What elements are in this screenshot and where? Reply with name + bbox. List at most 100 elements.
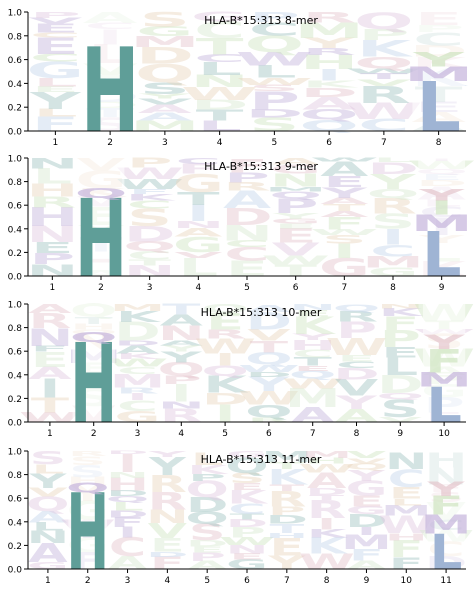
panel-title: HLA-B*15:313 8-mer	[204, 14, 318, 27]
background-residue-glyph: N	[221, 221, 273, 246]
background-residue-glyph: M	[381, 502, 432, 519]
background-residue-glyph: T	[230, 512, 265, 521]
background-residue-glyph: D	[106, 489, 148, 498]
background-residue-glyph: I	[333, 239, 356, 262]
background-residue-glyph: W	[107, 357, 169, 369]
y-tick-label: 0.8	[8, 471, 23, 481]
background-residue-glyph: G	[346, 477, 388, 500]
panel-title: HLA-B*15:313 11-mer	[201, 453, 322, 466]
background-residue-glyph: P	[268, 504, 305, 518]
background-residue-glyph: E	[190, 545, 225, 554]
background-residue-glyph: K	[116, 352, 162, 361]
background-residue-glyph: W	[299, 461, 355, 475]
y-tick-label: 0.6	[8, 348, 23, 358]
background-residue-glyph: W	[310, 228, 379, 237]
background-residue-glyph: E	[150, 534, 185, 556]
x-tick-label: 3	[162, 138, 168, 148]
background-residue-glyph: F	[389, 536, 424, 563]
anchor-residue-Y-pos-10: Y	[423, 331, 466, 354]
y-tick-label: 1.0	[8, 9, 23, 19]
background-residue-glyph: A	[223, 186, 272, 214]
x-tick-label: 4	[217, 138, 223, 148]
background-residue-glyph: H	[305, 456, 348, 465]
background-residue-glyph: E	[274, 223, 316, 231]
background-residue-glyph: E	[294, 308, 332, 318]
background-residue-glyph: L	[32, 520, 64, 533]
background-residue-glyph: G	[191, 9, 248, 25]
y-tick-label: 0.4	[8, 80, 23, 90]
background-residue-glyph: R	[302, 9, 356, 26]
background-residue-glyph: D	[246, 371, 292, 379]
background-residue-glyph: C	[249, 19, 300, 40]
background-residue-glyph: H	[266, 532, 309, 540]
y-tick-label: 0.2	[8, 104, 22, 114]
background-residue-glyph: A	[347, 558, 387, 571]
anchor-backdrop	[77, 158, 125, 276]
background-residue-glyph: W	[378, 512, 434, 539]
background-residue-glyph: I	[118, 524, 137, 541]
background-residue-glyph: E	[31, 239, 73, 256]
background-residue-glyph: G	[136, 24, 193, 39]
background-residue-glyph: T	[128, 258, 171, 267]
background-residue-glyph: Y	[29, 88, 83, 115]
x-tick-label: 9	[364, 576, 370, 586]
background-residue-glyph: Y	[148, 453, 187, 482]
anchor-residue-M-pos-10: M	[416, 369, 472, 392]
background-residue-glyph: D	[114, 339, 160, 347]
background-residue-glyph: N	[158, 322, 205, 345]
background-residue-glyph: Q	[333, 302, 381, 313]
background-residue-glyph: W	[219, 535, 275, 547]
x-tick-label: 3	[147, 283, 153, 293]
background-residue-glyph: P	[273, 194, 319, 217]
x-tick-label: 4	[195, 283, 201, 293]
background-residue-glyph: N	[26, 261, 78, 280]
background-residue-glyph: L	[252, 62, 297, 82]
background-residue-glyph: P	[336, 317, 377, 343]
background-residue-glyph: E	[323, 173, 365, 191]
background-residue-glyph: A	[320, 158, 369, 181]
anchor-residue-M-pos-8: M	[404, 63, 474, 86]
background-residue-glyph: K	[379, 307, 425, 319]
background-residue-glyph: F	[31, 113, 79, 136]
y-tick-label: 0.8	[8, 324, 23, 334]
background-residue-glyph: W	[310, 157, 379, 163]
background-residue-glyph: D	[202, 389, 248, 408]
background-residue-glyph: V	[357, 77, 412, 88]
background-residue-glyph: L	[197, 59, 242, 80]
background-residue-glyph: W	[238, 363, 300, 375]
background-residue-glyph: L	[191, 449, 223, 469]
x-tick-label: 6	[266, 429, 272, 439]
background-residue-glyph: P	[358, 26, 409, 44]
background-residue-glyph: N	[226, 543, 269, 556]
background-residue-glyph: F	[381, 312, 419, 334]
background-residue-glyph: E	[349, 493, 384, 510]
x-tick-label: 1	[53, 138, 59, 148]
background-residue-glyph: V	[138, 97, 193, 106]
logo-panel-1: FLYELGCECEVPSTDDFVLICAMAAVYSQDMGSLTDWNLC…	[8, 8, 474, 158]
background-residue-glyph: E	[31, 348, 69, 372]
anchor-residue-H-pos-2: H	[75, 177, 127, 302]
background-residue-glyph: N	[27, 527, 70, 547]
background-residue-glyph: D	[106, 509, 148, 520]
background-residue-glyph: L	[390, 497, 422, 508]
background-residue-glyph: G	[367, 265, 418, 279]
background-residue-glyph: Y	[369, 170, 416, 194]
logo-panel-4: GANLAQVYLSFGIWGYHSSRACIFDLQDHNIDFDEVNRRY…	[8, 448, 474, 592]
background-residue-glyph: N	[377, 303, 424, 310]
x-tick-label: 2	[85, 576, 91, 586]
x-tick-label: 8	[436, 138, 442, 148]
x-tick-label: 7	[310, 429, 316, 439]
background-residue-glyph: Q	[186, 509, 229, 528]
y-tick-label: 0.4	[8, 225, 23, 235]
background-residue-glyph: S	[322, 233, 367, 246]
background-residue-glyph: E	[381, 344, 419, 361]
background-residue-glyph: S	[371, 209, 416, 233]
background-residue-glyph: A	[138, 111, 193, 123]
x-tick-label: 1	[45, 576, 51, 586]
background-residue-glyph: M	[294, 19, 364, 43]
